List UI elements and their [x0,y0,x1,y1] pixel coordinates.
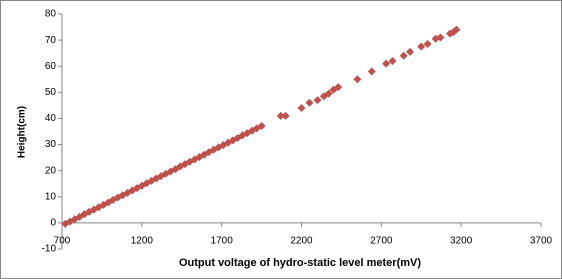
point [257,122,266,131]
y-tick-label: 40 [45,113,57,124]
point [382,59,391,68]
y-tick-label: 50 [45,87,57,98]
point [353,75,362,84]
y-tick-label: -10 [42,244,57,255]
x-axis-label: Output voltage of hydro-static level met… [179,257,421,269]
x-tick-label: 700 [54,236,71,247]
point [281,111,290,120]
x-tick-label: 1200 [131,236,154,247]
point [248,126,257,135]
y-tick-label: 10 [45,191,57,202]
point [305,98,314,107]
point [423,40,432,49]
point [436,33,445,42]
y-tick-label: 20 [45,165,57,176]
point [276,111,285,120]
x-tick-label: 2700 [370,236,393,247]
point [297,104,306,112]
x-tick-label: 3200 [450,236,473,247]
point [367,67,376,76]
y-tick-label: 70 [45,35,57,46]
y-tick-label: 60 [45,61,57,72]
y-axis-label: Height(cm) [17,106,28,158]
x-tick-label: 1700 [211,236,234,247]
point [388,57,397,65]
point [406,47,415,56]
y-tick-label: 0 [50,218,56,229]
x-tick-label: 3700 [530,236,553,247]
point [324,89,333,98]
y-tick-label: 80 [45,9,57,20]
point [313,96,322,105]
point [334,83,343,92]
point [417,42,426,51]
y-tick-label: 30 [45,139,57,150]
point [399,51,408,60]
point [452,25,461,34]
x-tick-label: 2200 [290,236,313,247]
